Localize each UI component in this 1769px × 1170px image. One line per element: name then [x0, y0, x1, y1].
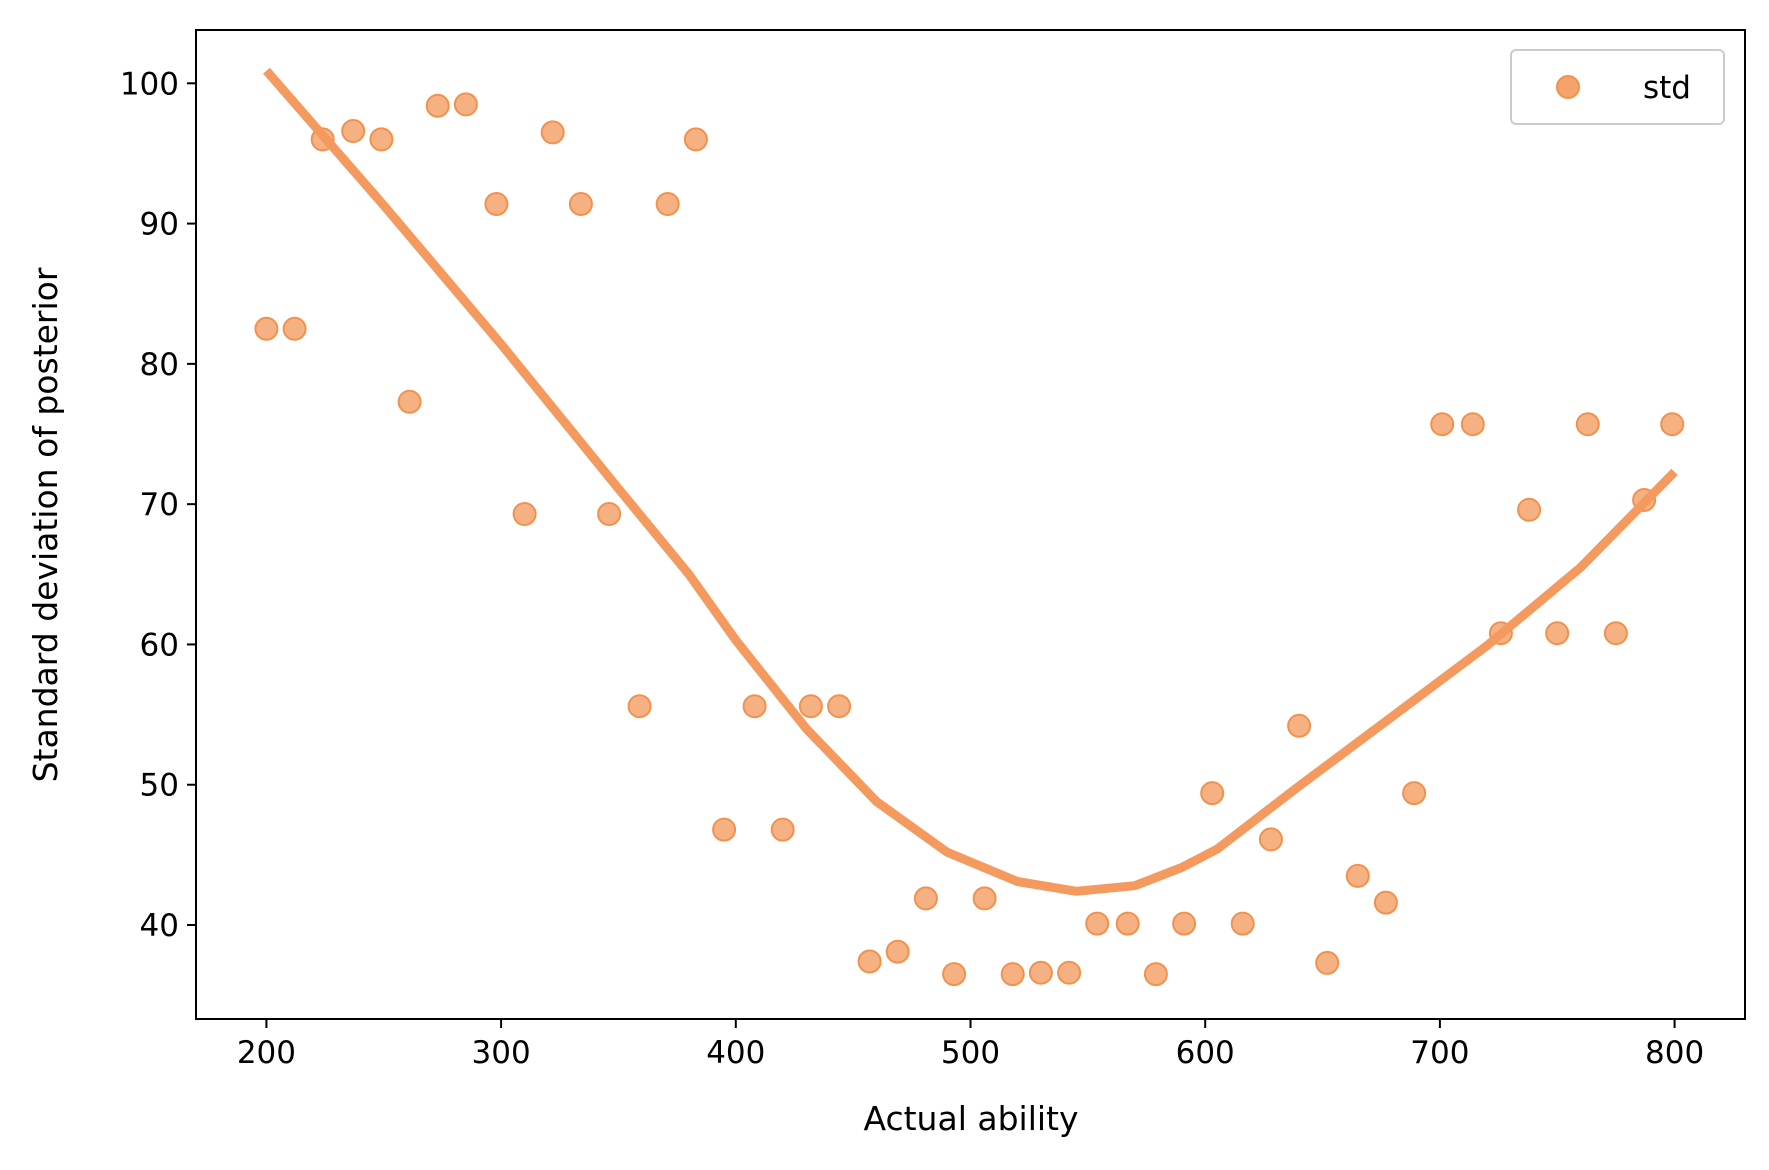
- fit-curve: [263, 67, 1678, 896]
- data-point: [1430, 412, 1455, 437]
- legend: std: [1510, 49, 1725, 125]
- data-point: [1000, 962, 1025, 987]
- data-point: [484, 192, 509, 216]
- y-tick-label: 80: [140, 347, 179, 383]
- data-point: [1028, 960, 1053, 985]
- plot-area: [254, 67, 1685, 987]
- data-point: [1575, 412, 1600, 437]
- data-point: [1085, 911, 1110, 936]
- x-tick-label: 600: [1176, 1035, 1235, 1071]
- data-point: [397, 389, 422, 414]
- data-point: [798, 694, 823, 719]
- data-point: [1373, 890, 1398, 915]
- data-point: [1402, 781, 1427, 806]
- data-point: [254, 316, 279, 341]
- x-axis-ticks: 200 300 400 500 600 700 800: [237, 1019, 1704, 1071]
- data-point: [1143, 962, 1168, 987]
- y-axis-title: Standard deviation of posterior: [26, 267, 65, 782]
- axes-frame: [195, 29, 1746, 1020]
- y-axis-ticks: 40 50 60 70 80 90 100: [120, 66, 196, 944]
- data-point: [512, 502, 537, 526]
- data-point: [369, 127, 394, 152]
- data-point: [683, 127, 708, 152]
- data-point: [627, 694, 652, 719]
- y-tick-label: 70: [140, 487, 179, 523]
- x-axis-title: Actual ability: [863, 1099, 1078, 1138]
- data-point: [282, 316, 307, 341]
- data-point: [453, 92, 478, 117]
- x-tick-label: 300: [472, 1035, 531, 1071]
- y-tick-label: 40: [140, 908, 179, 944]
- legend-marker-std: [1556, 75, 1580, 99]
- data-point: [1200, 781, 1225, 806]
- legend-box: [1510, 49, 1725, 125]
- data-point: [913, 886, 938, 911]
- data-point: [655, 192, 680, 216]
- data-point: [540, 120, 565, 145]
- data-point: [770, 817, 795, 842]
- data-point: [742, 694, 767, 719]
- x-tick-label: 400: [706, 1035, 765, 1071]
- data-point: [597, 502, 622, 526]
- data-point: [1115, 911, 1140, 936]
- points-layer: [254, 92, 1685, 987]
- data-point: [1287, 713, 1312, 738]
- data-point: [1315, 950, 1340, 975]
- data-point: [827, 694, 852, 719]
- x-tick-label: 700: [1410, 1035, 1469, 1071]
- data-point: [857, 949, 882, 974]
- data-point: [972, 886, 997, 911]
- data-point: [1345, 863, 1370, 888]
- data-point: [942, 962, 967, 987]
- data-point: [1460, 412, 1485, 437]
- data-point: [1517, 497, 1542, 522]
- data-point: [712, 817, 737, 842]
- x-tick-label: 500: [941, 1035, 1000, 1071]
- y-tick-label: 60: [140, 627, 179, 663]
- data-point: [568, 192, 593, 216]
- data-point: [341, 119, 366, 143]
- data-point: [1230, 911, 1255, 936]
- data-point: [1172, 911, 1197, 936]
- data-point: [1660, 412, 1685, 437]
- x-tick-label: 200: [237, 1035, 296, 1071]
- legend-label-std: std: [1643, 70, 1691, 106]
- data-point: [1603, 621, 1628, 646]
- y-tick-label: 50: [140, 768, 179, 804]
- y-tick-label: 90: [140, 207, 179, 243]
- x-tick-label: 800: [1645, 1035, 1704, 1071]
- data-point: [1057, 960, 1082, 985]
- data-point: [885, 939, 910, 964]
- data-point: [1545, 621, 1570, 646]
- data-point: [1258, 827, 1283, 852]
- data-point: [425, 93, 450, 118]
- y-tick-label: 100: [120, 66, 179, 102]
